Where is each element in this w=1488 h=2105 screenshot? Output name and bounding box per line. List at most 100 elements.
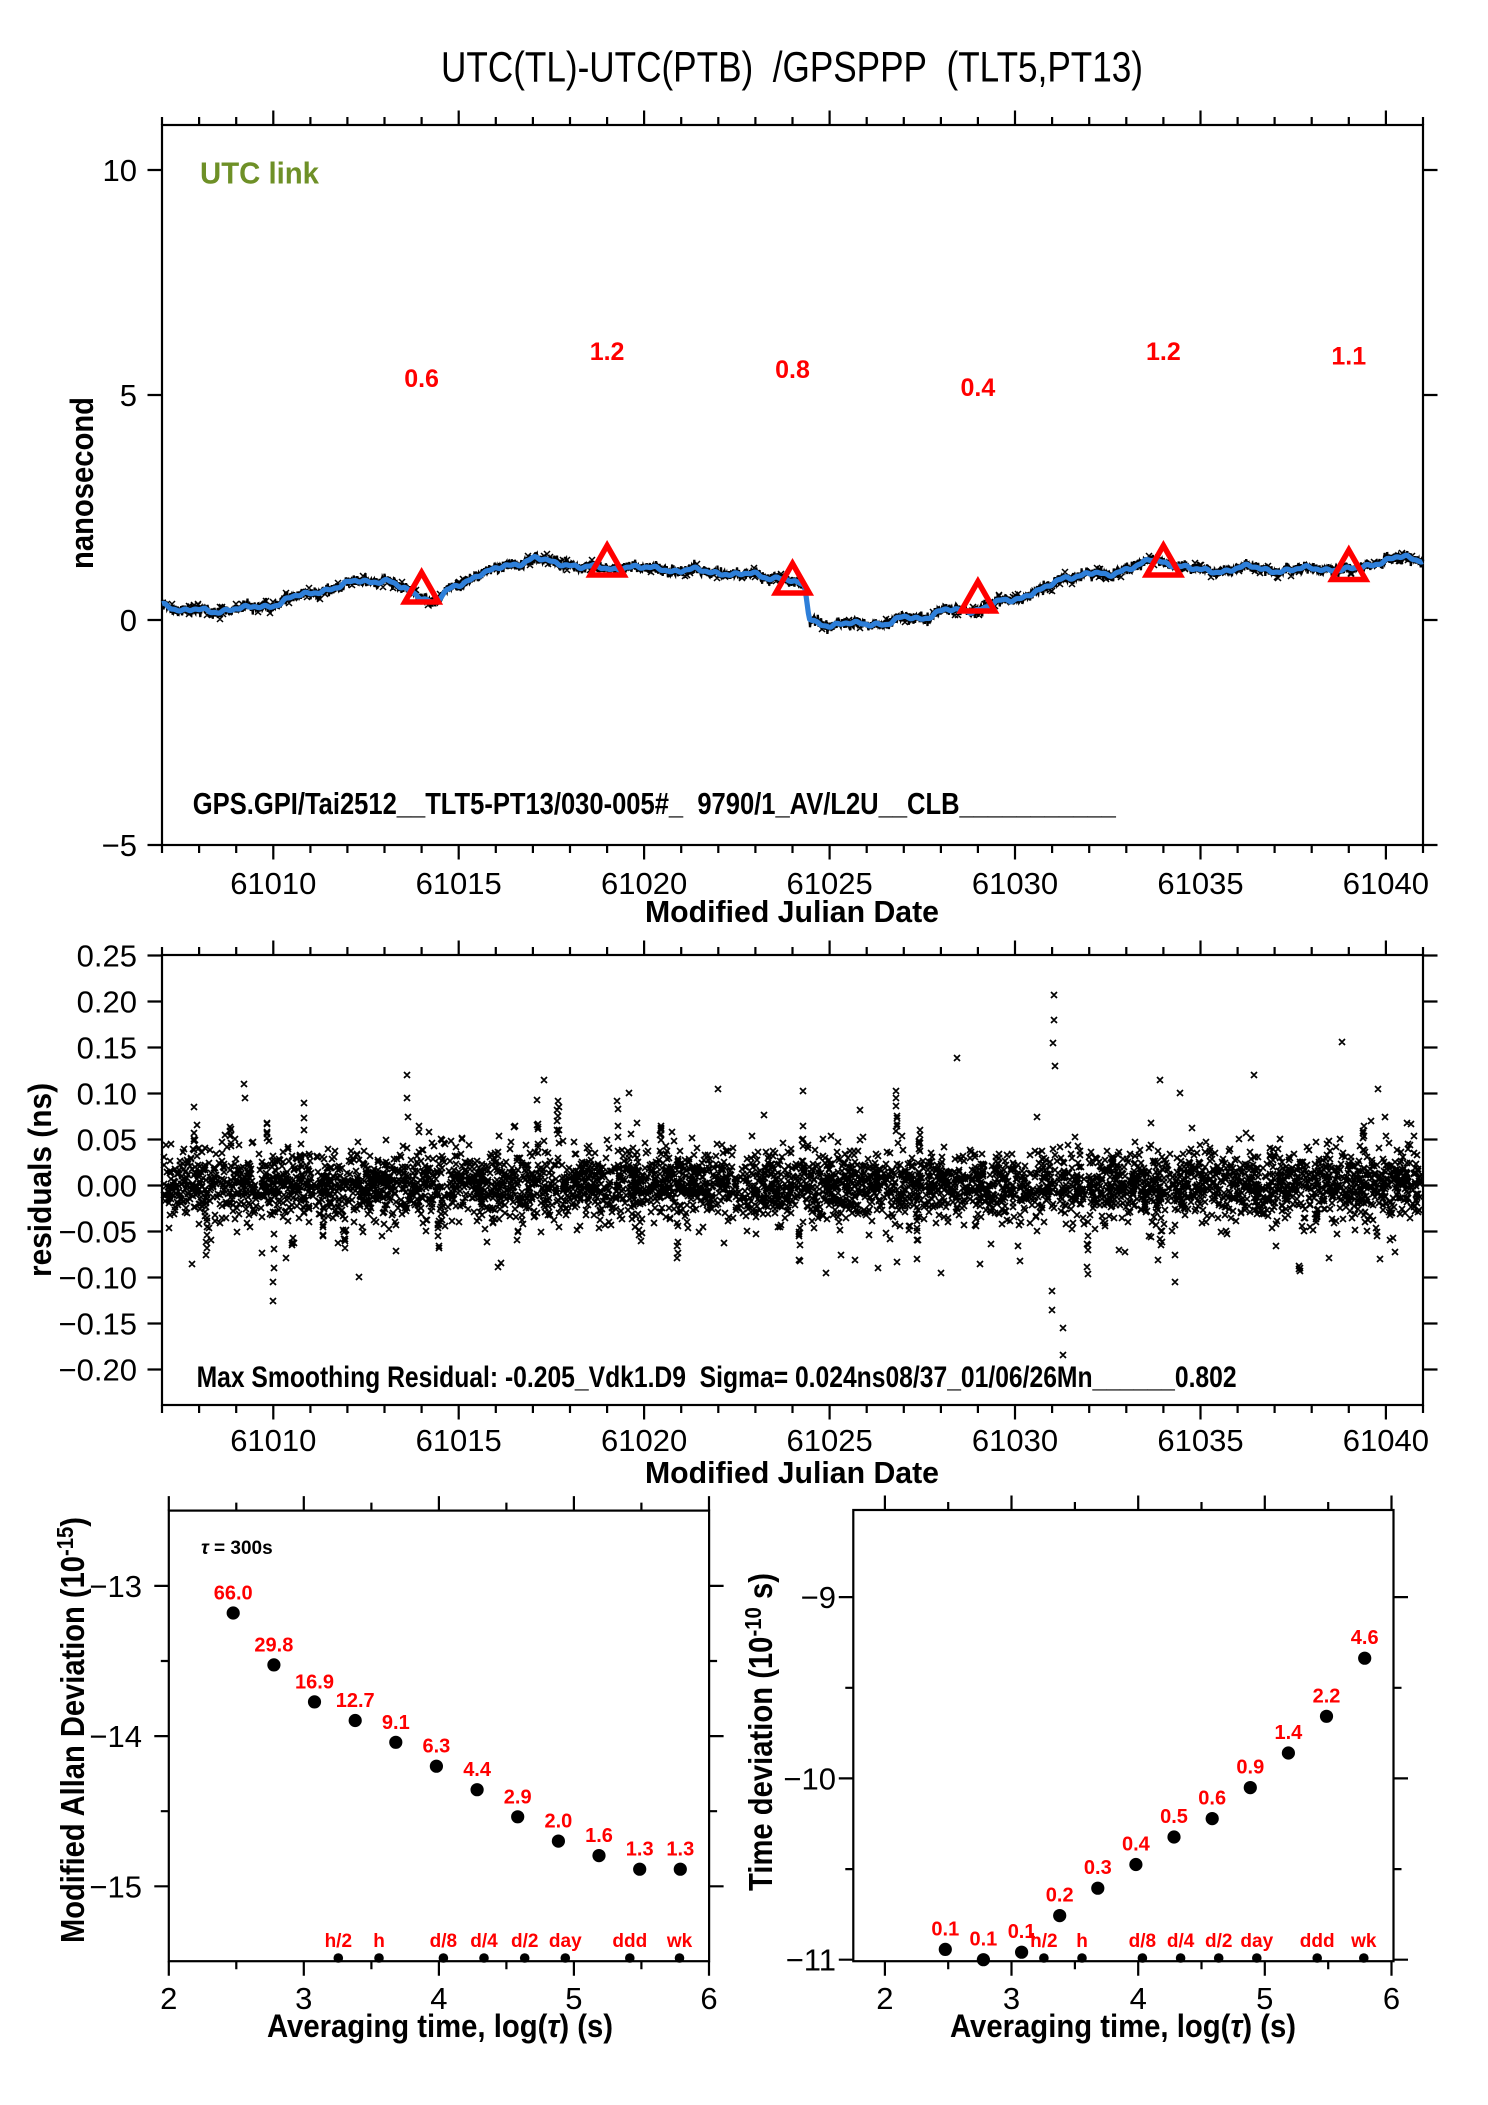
- svg-text:0.4: 0.4: [1122, 1834, 1151, 1856]
- svg-text:12.7: 12.7: [336, 1690, 375, 1712]
- svg-text:0.5: 0.5: [1160, 1806, 1188, 1828]
- svg-text:−0.20: −0.20: [59, 1353, 137, 1388]
- svg-text:9.1: 9.1: [382, 1712, 410, 1734]
- svg-text:d/4: d/4: [470, 1931, 498, 1952]
- svg-text:−15: −15: [89, 1869, 142, 1904]
- svg-text:τ = 300s: τ = 300s: [201, 1538, 273, 1559]
- svg-text:61025: 61025: [786, 1423, 872, 1458]
- svg-text:0.1: 0.1: [1008, 1921, 1036, 1943]
- svg-text:4.4: 4.4: [463, 1759, 492, 1781]
- svg-text:1.2: 1.2: [590, 338, 625, 366]
- svg-text:61040: 61040: [1343, 1423, 1429, 1458]
- svg-text:1.4: 1.4: [1274, 1722, 1303, 1744]
- svg-text:61035: 61035: [1157, 866, 1243, 901]
- svg-text:Averaging time, log(τ) (s): Averaging time, log(τ) (s): [267, 2008, 613, 2044]
- svg-text:d/8: d/8: [1129, 1931, 1156, 1952]
- svg-text:66.0: 66.0: [214, 1583, 253, 1605]
- svg-text:Modified Julian Date: Modified Julian Date: [645, 1455, 939, 1490]
- svg-text:5: 5: [120, 378, 137, 413]
- svg-text:0.1: 0.1: [969, 1929, 997, 1951]
- svg-text:3: 3: [295, 1981, 312, 2016]
- svg-text:h: h: [1076, 1931, 1088, 1952]
- svg-text:1.3: 1.3: [626, 1839, 654, 1861]
- svg-text:2: 2: [876, 1981, 893, 2016]
- svg-text:4: 4: [430, 1981, 447, 2016]
- svg-text:Modified Julian Date: Modified Julian Date: [645, 894, 939, 929]
- svg-text:61020: 61020: [601, 1423, 687, 1458]
- svg-text:day: day: [549, 1931, 582, 1952]
- svg-text:h: h: [373, 1931, 385, 1952]
- svg-text:4.6: 4.6: [1351, 1627, 1379, 1649]
- svg-text:6: 6: [700, 1981, 717, 2016]
- svg-text:0.15: 0.15: [77, 1031, 137, 1066]
- svg-text:d/8: d/8: [430, 1931, 457, 1952]
- svg-text:5: 5: [565, 1981, 582, 2016]
- svg-text:1.2: 1.2: [1146, 338, 1181, 366]
- svg-text:0.9: 0.9: [1236, 1757, 1264, 1779]
- svg-text:2.0: 2.0: [544, 1811, 572, 1833]
- svg-text:61030: 61030: [972, 866, 1058, 901]
- svg-text:61010: 61010: [230, 866, 316, 901]
- svg-text:1.1: 1.1: [1331, 343, 1366, 371]
- svg-text:61040: 61040: [1343, 866, 1429, 901]
- svg-text:wk: wk: [666, 1931, 693, 1952]
- svg-text:nanosecond: nanosecond: [64, 397, 100, 569]
- svg-text:d/2: d/2: [511, 1931, 538, 1952]
- svg-text:−13: −13: [89, 1569, 142, 1604]
- svg-text:61010: 61010: [230, 1423, 316, 1458]
- svg-text:29.8: 29.8: [254, 1634, 293, 1656]
- svg-text:wk: wk: [1350, 1931, 1377, 1952]
- svg-text:day: day: [1240, 1931, 1273, 1952]
- svg-text:Modified Allan Deviation (10-1: Modified Allan Deviation (10-15): [52, 1517, 91, 1943]
- svg-text:−11: −11: [786, 1943, 836, 1978]
- svg-text:0: 0: [120, 603, 137, 638]
- svg-text:h/2: h/2: [1030, 1931, 1057, 1952]
- svg-text:−14: −14: [89, 1719, 142, 1754]
- svg-text:Max Smoothing Residual: -0.205: Max Smoothing Residual: -0.205_Vdk1.D9 S…: [197, 1361, 1237, 1394]
- svg-text:−0.10: −0.10: [59, 1261, 137, 1296]
- svg-text:d/4: d/4: [1167, 1931, 1195, 1952]
- svg-text:0.05: 0.05: [77, 1123, 137, 1158]
- svg-text:0.10: 0.10: [77, 1077, 137, 1112]
- svg-text:Averaging time, log(τ) (s): Averaging time, log(τ) (s): [950, 2008, 1296, 2044]
- svg-text:6: 6: [1383, 1981, 1400, 2016]
- svg-text:−9: −9: [801, 1580, 836, 1615]
- svg-text:1.3: 1.3: [666, 1839, 694, 1861]
- svg-text:16.9: 16.9: [295, 1671, 334, 1693]
- svg-text:0.3: 0.3: [1084, 1857, 1112, 1879]
- svg-text:2.2: 2.2: [1313, 1685, 1341, 1707]
- svg-text:UTC(TL)-UTC(PTB) /GPSPPP (TL: UTC(TL)-UTC(PTB) /GPSPPP (TLT5,PT13): [441, 44, 1143, 92]
- svg-text:61015: 61015: [416, 866, 502, 901]
- svg-text:0.1: 0.1: [931, 1918, 959, 1940]
- svg-text:4: 4: [1130, 1981, 1147, 2016]
- svg-text:−0.05: −0.05: [59, 1215, 137, 1250]
- svg-text:residuals (ns): residuals (ns): [22, 1083, 58, 1277]
- svg-text:0.8: 0.8: [775, 356, 810, 384]
- svg-text:10: 10: [103, 153, 137, 188]
- svg-text:3: 3: [1003, 1981, 1020, 2016]
- svg-text:0.00: 0.00: [77, 1169, 137, 1204]
- svg-text:1.6: 1.6: [585, 1825, 613, 1847]
- svg-text:61025: 61025: [786, 866, 872, 901]
- svg-text:6.3: 6.3: [422, 1736, 450, 1758]
- svg-text:−5: −5: [102, 828, 137, 863]
- svg-text:0.6: 0.6: [1198, 1788, 1226, 1810]
- svg-text:h/2: h/2: [325, 1931, 352, 1952]
- svg-text:d/2: d/2: [1205, 1931, 1232, 1952]
- svg-text:−0.15: −0.15: [59, 1307, 137, 1342]
- svg-text:61030: 61030: [972, 1423, 1058, 1458]
- svg-text:0.6: 0.6: [404, 365, 439, 393]
- svg-text:UTC link: UTC link: [200, 156, 320, 191]
- svg-text:0.2: 0.2: [1046, 1885, 1074, 1907]
- svg-text:GPS.GPI/Tai2512__TLT5-PT13/030: GPS.GPI/Tai2512__TLT5-PT13/030-005#_ 979…: [193, 786, 1117, 821]
- svg-text:ddd: ddd: [612, 1931, 647, 1952]
- svg-text:−10: −10: [783, 1761, 836, 1796]
- svg-text:61020: 61020: [601, 866, 687, 901]
- svg-text:61035: 61035: [1157, 1423, 1243, 1458]
- svg-text:2: 2: [160, 1981, 177, 2016]
- svg-text:2.9: 2.9: [504, 1786, 532, 1808]
- svg-text:0.20: 0.20: [77, 985, 137, 1020]
- svg-text:0.4: 0.4: [961, 374, 996, 402]
- svg-text:0.25: 0.25: [77, 939, 137, 974]
- svg-text:61015: 61015: [416, 1423, 502, 1458]
